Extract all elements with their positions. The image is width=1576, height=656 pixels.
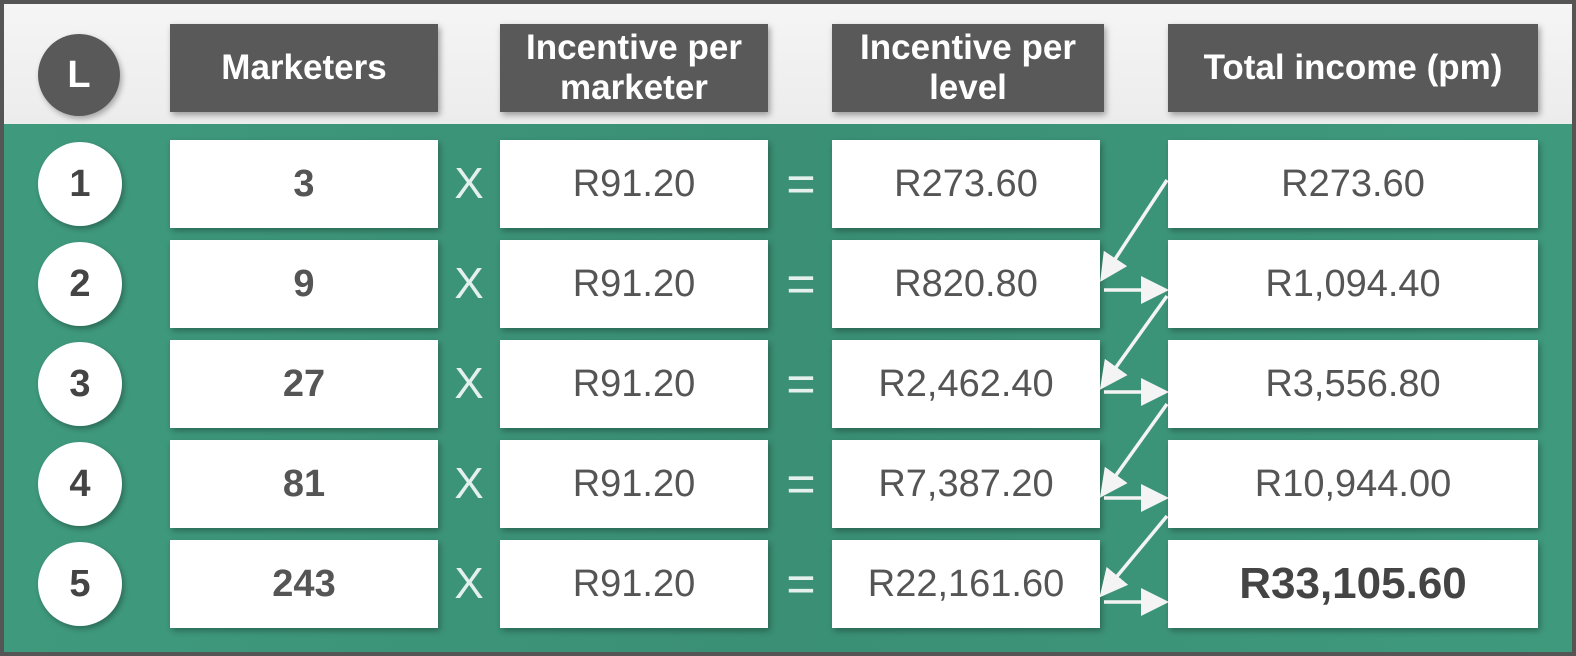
incentive-per-marketer-cell: R91.20: [500, 140, 768, 228]
total-income-header: Total income (pm): [1168, 24, 1538, 112]
grand-total-cell: R33,105.60: [1168, 540, 1538, 628]
incentive-per-marketer-cell: R91.20: [500, 440, 768, 528]
level-header-badge: L: [38, 34, 120, 116]
level-row: 3 27 X R91.20 = R2,462.40 R3,556.80: [4, 338, 1572, 430]
multiply-icon: X: [454, 359, 484, 408]
equals-icon: =: [786, 456, 816, 512]
level-number-badge: 2: [38, 242, 122, 326]
incentive-per-marketer-cell: R91.20: [500, 240, 768, 328]
level-number-badge: 5: [38, 542, 122, 626]
level-row: 5 243 X R91.20 = R22,161.60 R33,105.60: [4, 538, 1572, 630]
total-income-cell: R273.60: [1168, 140, 1538, 228]
level-number-badge: 3: [38, 342, 122, 426]
marketers-cell: 243: [170, 540, 438, 628]
total-income-cell: R1,094.40: [1168, 240, 1538, 328]
multiply-icon: X: [454, 459, 484, 508]
multiply-icon: X: [454, 259, 484, 308]
incentive-per-marketer-header: Incentive per marketer: [500, 24, 768, 112]
total-income-cell: R10,944.00: [1168, 440, 1538, 528]
marketers-cell: 3: [170, 140, 438, 228]
equals-icon: =: [786, 356, 816, 412]
incentive-per-level-cell: R22,161.60: [832, 540, 1100, 628]
marketers-cell: 81: [170, 440, 438, 528]
marketers-header: Marketers: [170, 24, 438, 112]
level-number-badge: 4: [38, 442, 122, 526]
total-income-cell: R3,556.80: [1168, 340, 1538, 428]
equals-icon: =: [786, 556, 816, 612]
level-number-badge: 1: [38, 142, 122, 226]
incentive-per-marketer-cell: R91.20: [500, 540, 768, 628]
level-row: 2 9 X R91.20 = R820.80 R1,094.40: [4, 238, 1572, 330]
multiply-icon: X: [454, 159, 484, 208]
incentive-per-level-header: Incentive per level: [832, 24, 1104, 112]
marketers-cell: 9: [170, 240, 438, 328]
level-row: 4 81 X R91.20 = R7,387.20 R10,944.00: [4, 438, 1572, 530]
equals-icon: =: [786, 256, 816, 312]
multiply-icon: X: [454, 559, 484, 608]
equals-icon: =: [786, 156, 816, 212]
incentive-per-level-cell: R273.60: [832, 140, 1100, 228]
incentive-per-level-cell: R7,387.20: [832, 440, 1100, 528]
level-row: 1 3 X R91.20 = R273.60 R273.60: [4, 138, 1572, 230]
incentive-per-level-cell: R2,462.40: [832, 340, 1100, 428]
incentive-per-marketer-cell: R91.20: [500, 340, 768, 428]
marketers-cell: 27: [170, 340, 438, 428]
incentive-per-level-cell: R820.80: [832, 240, 1100, 328]
